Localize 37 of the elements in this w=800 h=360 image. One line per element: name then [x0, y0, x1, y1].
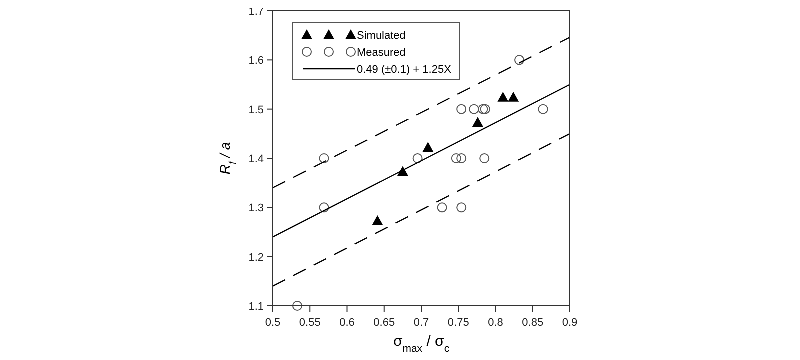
point: [508, 92, 520, 102]
x-tick-label: 0.55: [299, 317, 321, 329]
point: [514, 55, 525, 66]
point: [422, 142, 434, 152]
point: [412, 154, 423, 164]
point: [480, 154, 490, 164]
y-tick-label: 1.3: [248, 202, 264, 215]
point: [456, 202, 467, 213]
point: [456, 154, 467, 164]
point: [292, 301, 303, 311]
legend-label: Measured: [357, 47, 406, 59]
legend-label: Simulated: [357, 30, 406, 42]
x-tick-label: 0.8: [488, 317, 504, 329]
point: [498, 92, 509, 102]
y-tick-label: 1.5: [248, 104, 264, 116]
y-tick-label: 1.1: [248, 301, 264, 313]
point: [319, 202, 330, 213]
x-tick-label: 0.85: [522, 317, 544, 329]
x-axis-title: σ$_{max}$ / σ$_{c}$: [393, 333, 450, 355]
x-tick-label: 0.9: [562, 317, 578, 329]
x-tick-label: 0.5: [265, 317, 281, 329]
point: [472, 117, 484, 128]
point: [456, 104, 467, 114]
y-tick-label: 1.2: [248, 252, 264, 264]
point: [469, 104, 480, 114]
x-tick-label: 0.6: [340, 317, 355, 329]
x-tick-label: 0.75: [448, 317, 470, 329]
point: [538, 104, 548, 114]
point: [437, 202, 448, 213]
point: [372, 215, 384, 226]
x-tick-label: 0.7: [414, 317, 430, 329]
y-tick-label: 1.6: [248, 55, 264, 68]
legend-label: 0.49 (±0.1) + 1.25X: [357, 64, 452, 76]
y-tick-label: 1.4: [248, 154, 264, 166]
point: [319, 154, 330, 164]
point: [451, 154, 462, 164]
x-tick-label: 0.65: [374, 317, 396, 329]
